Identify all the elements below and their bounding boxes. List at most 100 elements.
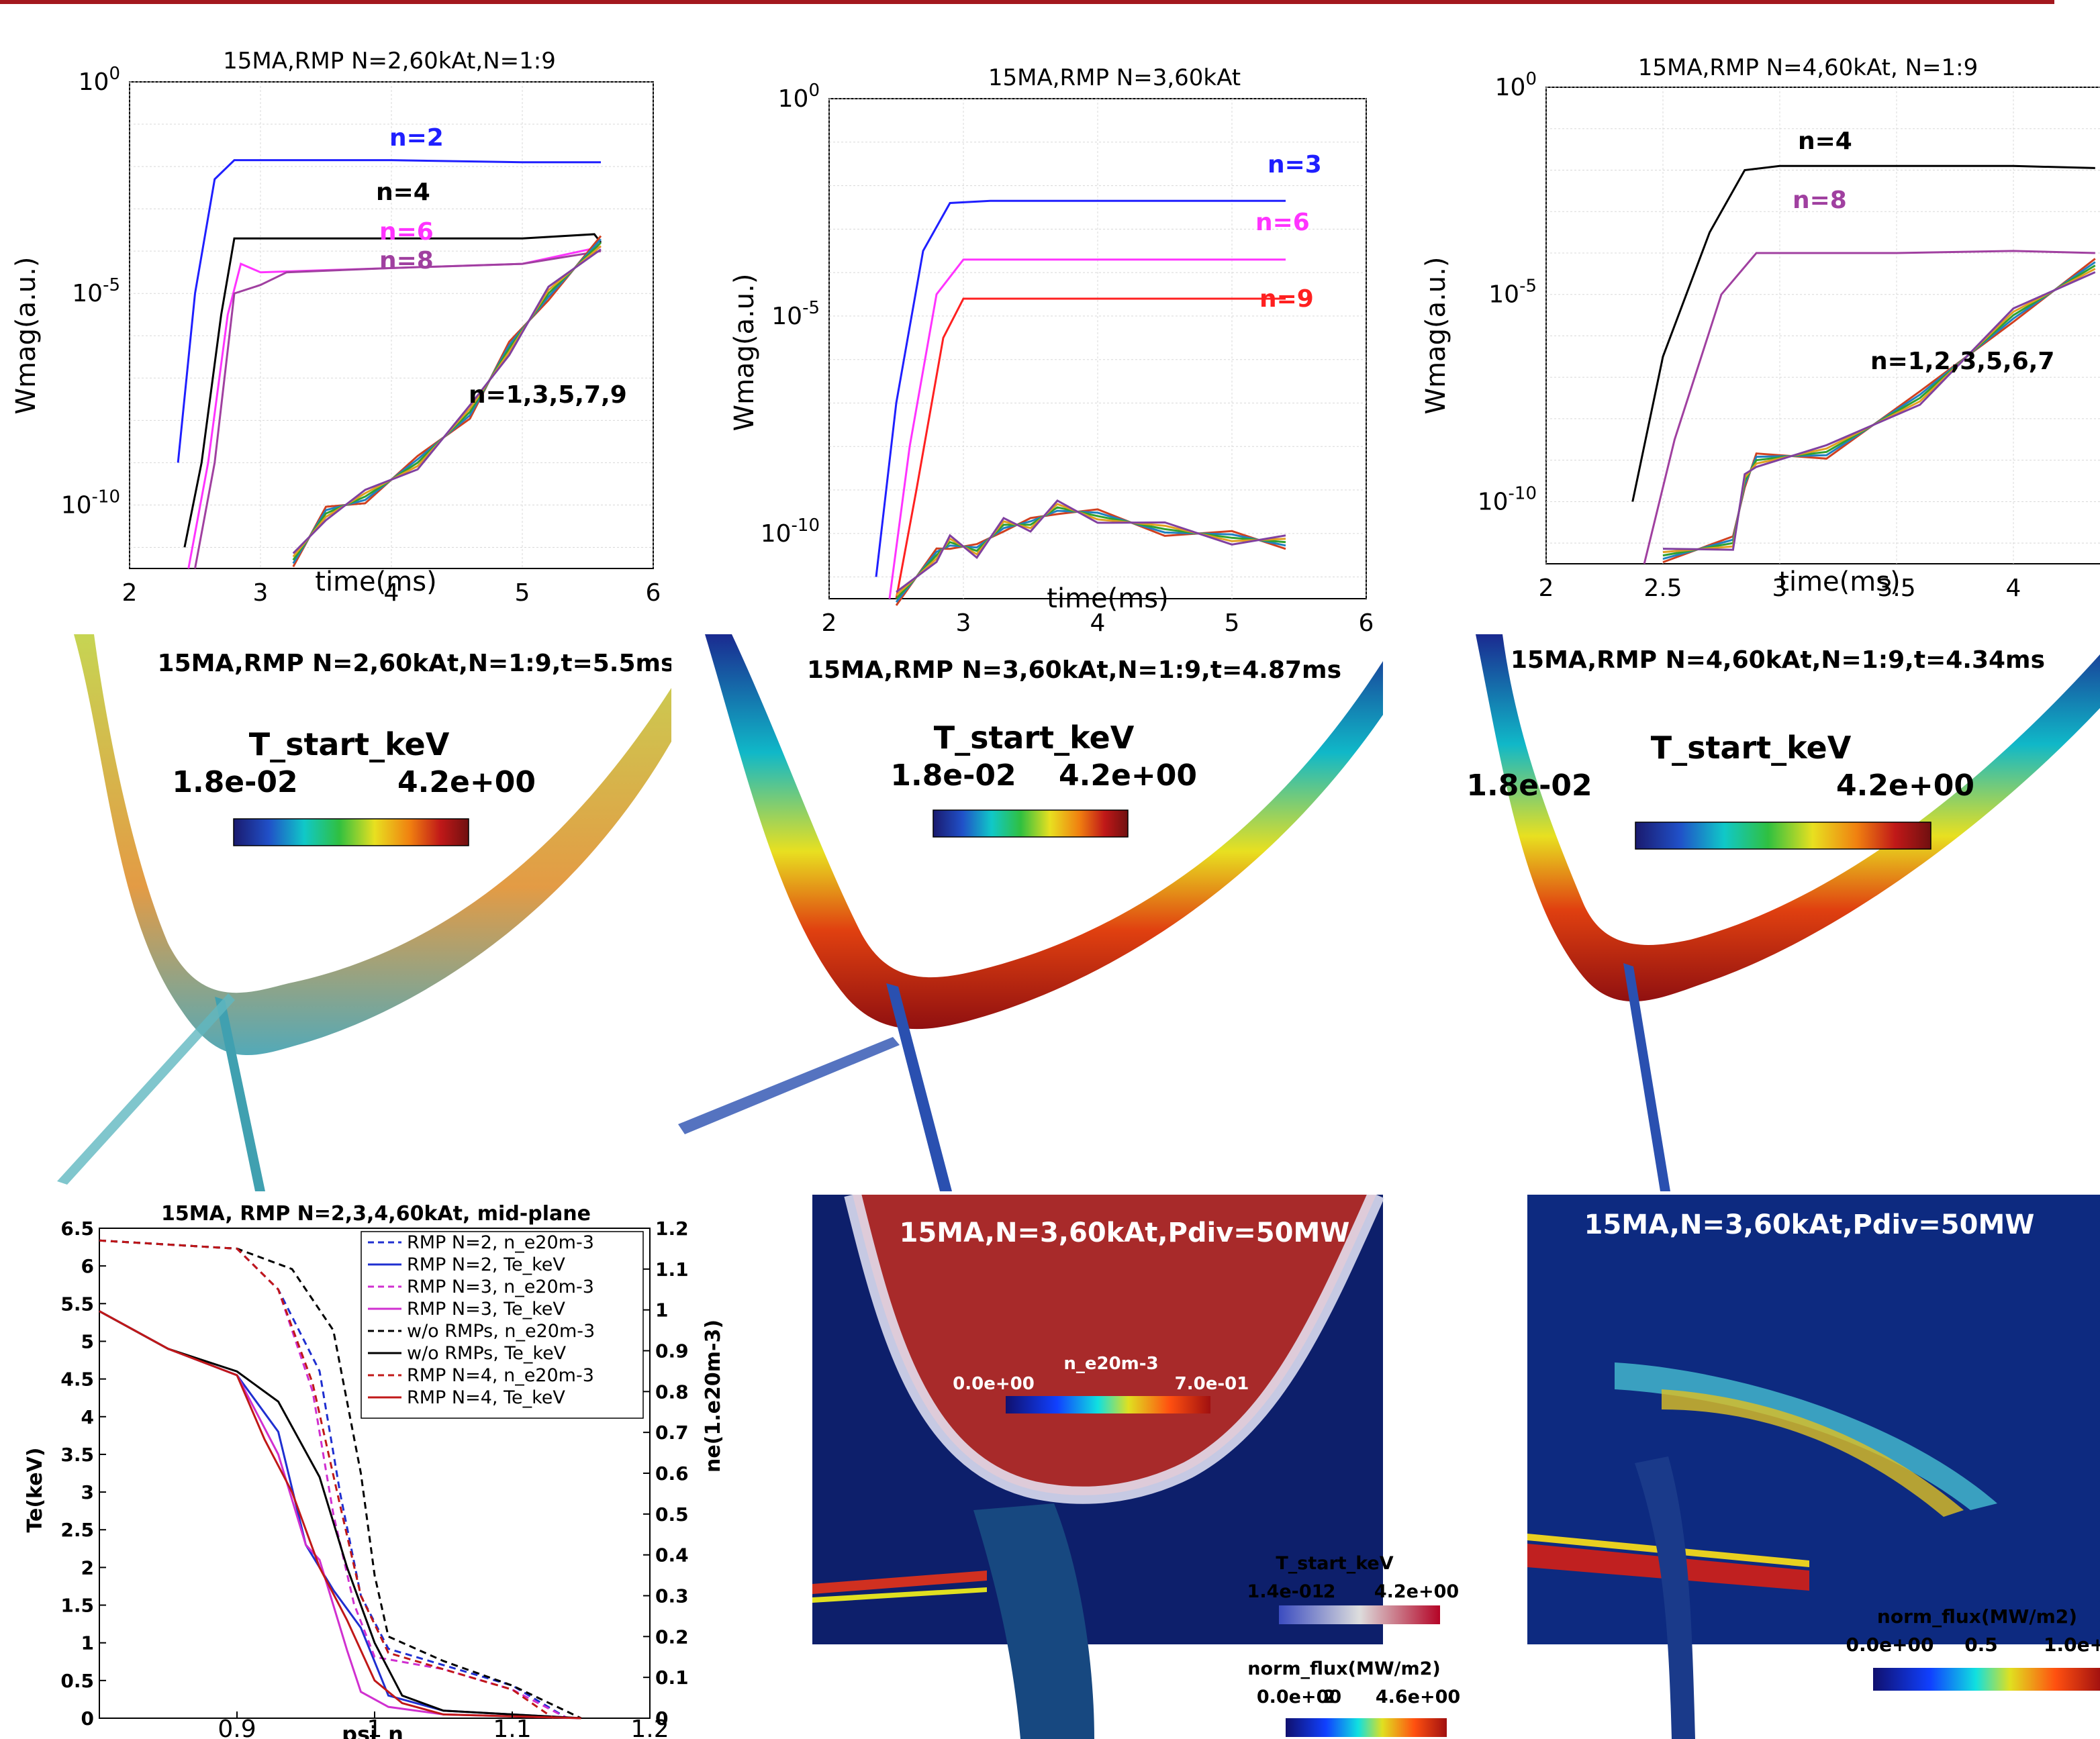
target-stripe — [812, 1571, 987, 1594]
strike-leg — [678, 1037, 900, 1134]
series-lines — [177, 159, 602, 569]
annotation-n3: n=3 — [1268, 151, 1322, 179]
plot-title: 15MA,RMP N=4,60kAt, N=1:9 — [1638, 54, 1978, 81]
colorbar-min: 0.0e+00 — [953, 1374, 1035, 1394]
y-tick-labels: 100 10-5 10-10 — [61, 64, 120, 519]
x-tick-label: 2 — [122, 579, 138, 607]
y-axis-label: Wmag(a.u.) — [729, 274, 760, 432]
series-line — [99, 1310, 581, 1720]
colorbar-title: T_start_keV — [1276, 1553, 1393, 1574]
y-left-tick-label: 4 — [81, 1406, 94, 1428]
x-tick-label: 4 — [2006, 575, 2021, 602]
series-line — [895, 503, 1286, 597]
legend-label: w/o RMPs, n_e20m-3 — [407, 1321, 595, 1342]
legend-label: RMP N=3, Te_keV — [407, 1299, 565, 1320]
colorbar — [1286, 1718, 1447, 1737]
series-line — [1643, 250, 2095, 564]
annotation-n8: n=8 — [379, 247, 434, 275]
colorbar-mid: 0.5 — [1964, 1634, 1998, 1656]
strike-leg — [1623, 963, 1670, 1191]
colorbar-title: n_e20m-3 — [1063, 1354, 1158, 1374]
y-right-tick-label: 1.2 — [655, 1218, 689, 1240]
y-left-tick-label: 6.5 — [60, 1218, 94, 1240]
midplane-profile-plot: 15MA, RMP N=2,3,4,60kAt, mid-plane 0.9 1 1… — [23, 1202, 725, 1739]
legend-label: w/o RMPs, Te_keV — [407, 1343, 567, 1364]
strike-leg — [215, 997, 265, 1191]
heat-flux-map: 15MA,N=3,60kAt,Pdiv=50MW norm_flux(MW/m2… — [1527, 1195, 2100, 1739]
plot-title: 15MA,RMP N=3,60kAt — [988, 64, 1241, 91]
y-tick-label: 10-5 — [771, 298, 820, 330]
series-line — [292, 248, 602, 554]
x-tick-label: 1.1 — [493, 1716, 531, 1739]
x-tick-labels: 0.9 1 1.1 1.2 — [218, 1711, 669, 1739]
grid-lines — [1545, 87, 2100, 564]
strike-leg — [886, 983, 952, 1191]
y-right-tick-label: 0.8 — [655, 1381, 689, 1403]
plot-frame — [1545, 87, 2100, 564]
divertor-legs — [74, 634, 671, 1056]
y-right-axis-label: ne(1.e20m-3) — [702, 1320, 725, 1473]
x-tick-label: 0.9 — [218, 1716, 256, 1739]
legend-label: RMP N=4, n_e20m-3 — [407, 1365, 594, 1386]
y-tick-label: 100 — [79, 64, 120, 96]
x-tick-label: 6 — [646, 579, 661, 607]
x-axis-label: time(ms) — [1047, 583, 1168, 614]
wmag-plot-n3: 15MA,RMP N=3,60kAt 2 3 4 5 6 100 10-5 10-10 ti… — [729, 64, 1374, 634]
y-left-tick-label: 3 — [81, 1481, 94, 1503]
annotation-n4: n=4 — [376, 179, 430, 206]
series-line — [1662, 268, 2096, 554]
series-line — [895, 297, 1286, 599]
y-left-tick-label: 0.5 — [60, 1670, 94, 1692]
y-tick-label: 10-10 — [1478, 483, 1537, 515]
colorbar-min: 1.8e-02 — [172, 765, 297, 799]
y-tick-label: 100 — [1495, 69, 1537, 101]
y-right-tick-label: 0.2 — [655, 1626, 689, 1648]
colorbar-title: T_start_keV — [249, 726, 450, 762]
y-right-tick-label: 1 — [655, 1299, 668, 1322]
y-tick-label: 10-10 — [61, 487, 120, 519]
colorbar — [1279, 1605, 1440, 1624]
x-tick-label: 2 — [1539, 575, 1554, 602]
annotation-n6: n=6 — [1255, 209, 1310, 236]
x-tick-label: 3 — [1772, 575, 1788, 602]
y-right-tick-label: 0.6 — [655, 1462, 689, 1485]
temperature-map-n2: 15MA,RMP N=2,60kAt,N=1:9,t=5.5ms T_start… — [57, 634, 671, 1191]
series-line — [1631, 164, 2095, 502]
x-tick-labels: 2 3 4 5 6 — [122, 579, 661, 607]
colorbar-max: 4.2e+00 — [1836, 768, 1974, 803]
map-title: 15MA,N=3,60kAt,Pdiv=50MW — [1584, 1209, 2035, 1240]
y-left-tick-label: 5.5 — [60, 1293, 94, 1315]
colorbar-mid: 2 — [1323, 1581, 1336, 1602]
y-right-tick-label: 0.9 — [655, 1340, 689, 1362]
y-left-axis-label: Te(keV) — [23, 1448, 47, 1533]
x-tick-label: 3.5 — [1877, 575, 1915, 602]
colorbar-min: 1.8e-02 — [1466, 768, 1592, 803]
series-lines — [99, 1239, 582, 1720]
colorbar-min: 1.8e-02 — [890, 758, 1016, 793]
map-title: 15MA,N=3,60kAt,Pdiv=50MW — [900, 1218, 1350, 1248]
y-left-tick-label: 6 — [81, 1255, 94, 1277]
series-line — [99, 1239, 582, 1720]
temperature-map-n4: 15MA,RMP N=4,60kAt,N=1:9,t=4.34ms T_star… — [1466, 634, 2100, 1191]
y-right-tick-label: 0.7 — [655, 1422, 689, 1444]
series-lines — [1631, 164, 2096, 564]
divertor-legs — [705, 634, 1383, 1030]
map-title: 15MA,RMP N=4,60kAt,N=1:9,t=4.34ms — [1511, 646, 2045, 674]
y-left-tick-label: 2 — [81, 1556, 94, 1579]
x-tick-label: 4 — [1090, 609, 1106, 634]
y-axis-label: Wmag(a.u.) — [1421, 257, 1451, 415]
y-left-tick-label: 3.5 — [60, 1444, 94, 1466]
colorbar-min: 0.0e+00 — [1257, 1687, 1341, 1707]
colorbar — [1635, 822, 1931, 850]
colorbar-title: norm_flux(MW/m2) — [1247, 1658, 1440, 1679]
legend-label: RMP N=2, n_e20m-3 — [407, 1232, 594, 1253]
annotation-n2: n=2 — [389, 124, 444, 152]
private-flux-leg — [1635, 1456, 1695, 1739]
annotation-n8: n=8 — [1793, 187, 1847, 214]
colorbar — [1873, 1668, 2100, 1691]
y-left-tick-label: 1 — [81, 1632, 94, 1654]
y-right-tick-label: 0.1 — [655, 1667, 689, 1689]
y-left-tick-label: 5 — [81, 1330, 94, 1352]
